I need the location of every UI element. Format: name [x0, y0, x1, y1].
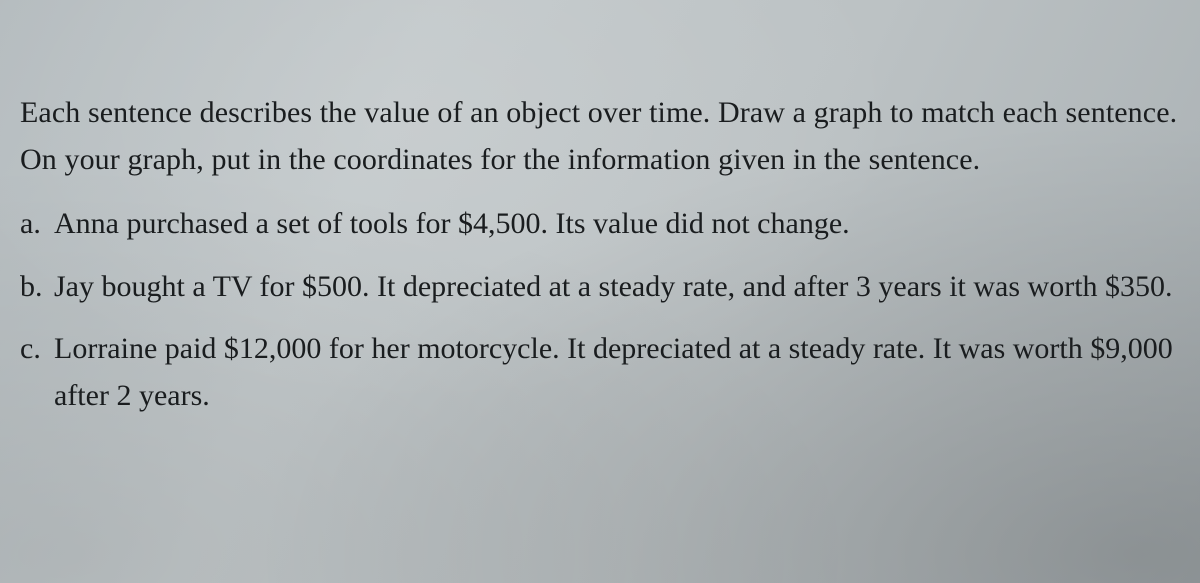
instructions-paragraph: Each sentence describes the value of an …	[20, 90, 1180, 183]
list-item: b. Jay bought a TV for $500. It deprecia…	[20, 264, 1180, 311]
item-text-a: Anna purchased a set of tools for $4,500…	[54, 201, 1180, 248]
item-text-b: Jay bought a TV for $500. It depreciated…	[54, 264, 1180, 311]
item-marker-a: a.	[20, 201, 54, 248]
page-content: Each sentence describes the value of an …	[20, 90, 1180, 419]
list-item: c. Lorraine paid $12,000 for her motorcy…	[20, 326, 1180, 419]
item-marker-c: c.	[20, 326, 54, 419]
item-text-c: Lorraine paid $12,000 for her motorcycle…	[54, 326, 1180, 419]
item-marker-b: b.	[20, 264, 54, 311]
list-item: a. Anna purchased a set of tools for $4,…	[20, 201, 1180, 248]
